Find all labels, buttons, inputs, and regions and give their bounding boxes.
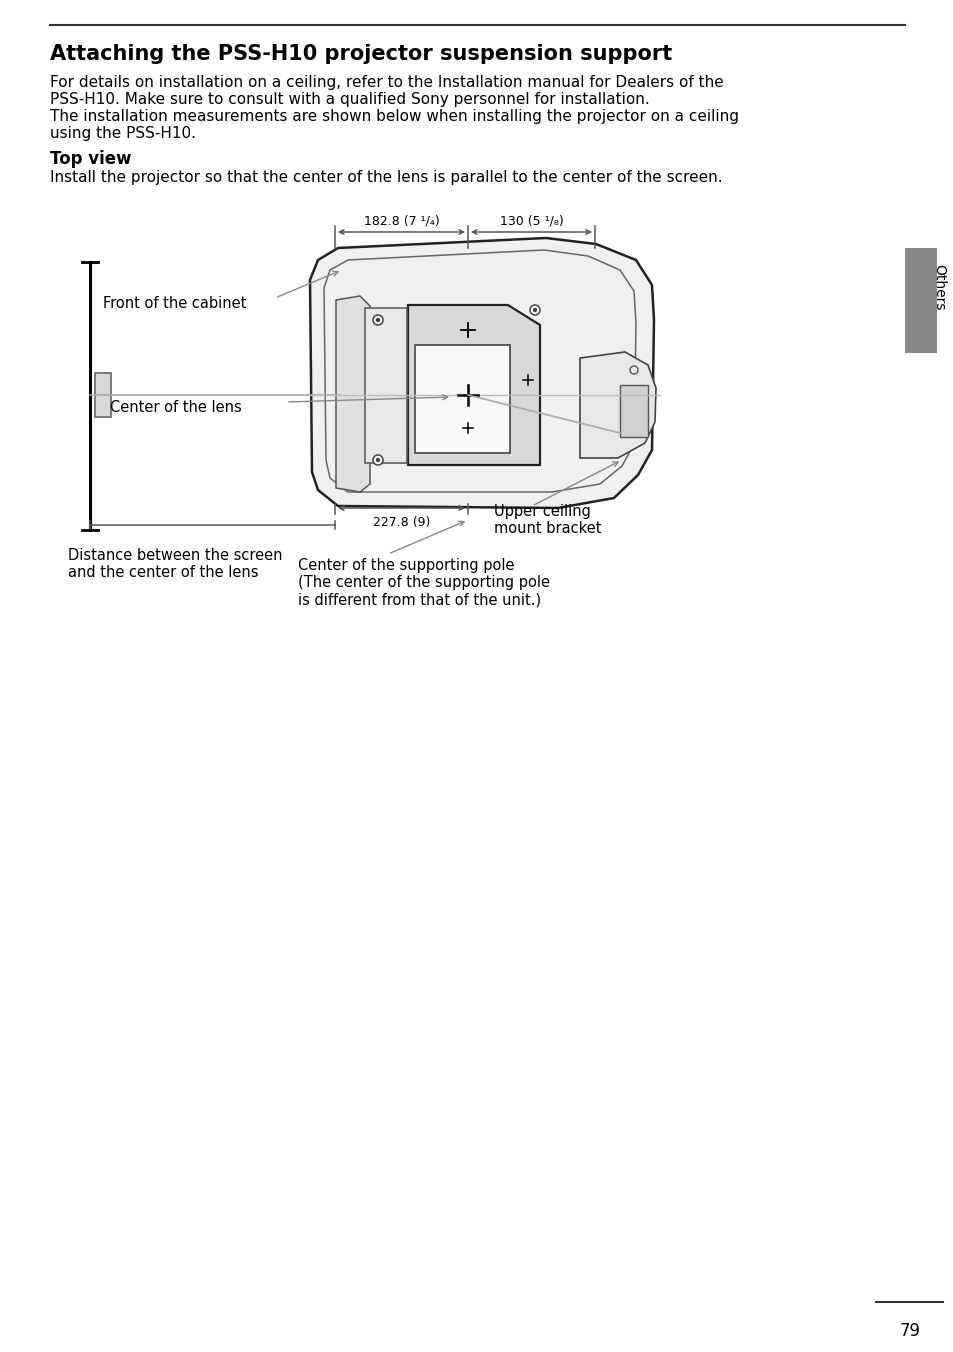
Circle shape [530, 306, 539, 315]
Text: The installation measurements are shown below when installing the projector on a: The installation measurements are shown … [50, 110, 739, 124]
Polygon shape [310, 238, 654, 508]
Circle shape [373, 315, 382, 324]
Text: Top view: Top view [50, 150, 132, 168]
Bar [415, 345, 510, 453]
Text: 79: 79 [899, 1322, 920, 1340]
Text: PSS-H10. Make sure to consult with a qualified Sony personnel for installation.: PSS-H10. Make sure to consult with a qua… [50, 92, 649, 107]
Text: Distance between the screen
and the center of the lens: Distance between the screen and the cent… [68, 548, 282, 580]
Text: 182.8 (7 ¹/₄): 182.8 (7 ¹/₄) [363, 215, 439, 228]
Polygon shape [335, 296, 370, 492]
Polygon shape [408, 306, 539, 465]
Text: Upper ceiling
mount bracket: Upper ceiling mount bracket [494, 504, 601, 537]
Circle shape [376, 458, 379, 461]
Bar [619, 385, 647, 437]
Text: Center of the lens: Center of the lens [110, 400, 241, 415]
Text: Others: Others [931, 264, 945, 311]
Circle shape [376, 319, 379, 322]
Text: using the PSS-H10.: using the PSS-H10. [50, 126, 195, 141]
Bar [95, 373, 111, 416]
Bar [904, 247, 936, 353]
Text: 130 (5 ¹/₈): 130 (5 ¹/₈) [499, 215, 563, 228]
Text: Attaching the PSS-H10 projector suspension support: Attaching the PSS-H10 projector suspensi… [50, 45, 672, 64]
Circle shape [373, 456, 382, 465]
Text: Center of the supporting pole
(The center of the supporting pole
is different fr: Center of the supporting pole (The cente… [297, 558, 550, 608]
Text: Front of the cabinet: Front of the cabinet [103, 296, 246, 311]
Text: Install the projector so that the center of the lens is parallel to the center o: Install the projector so that the center… [50, 170, 721, 185]
Text: For details on installation on a ceiling, refer to the Installation manual for D: For details on installation on a ceiling… [50, 74, 723, 91]
Text: 227.8 (9): 227.8 (9) [373, 516, 430, 529]
Polygon shape [579, 352, 656, 458]
Bar [365, 308, 407, 462]
Circle shape [533, 308, 536, 311]
